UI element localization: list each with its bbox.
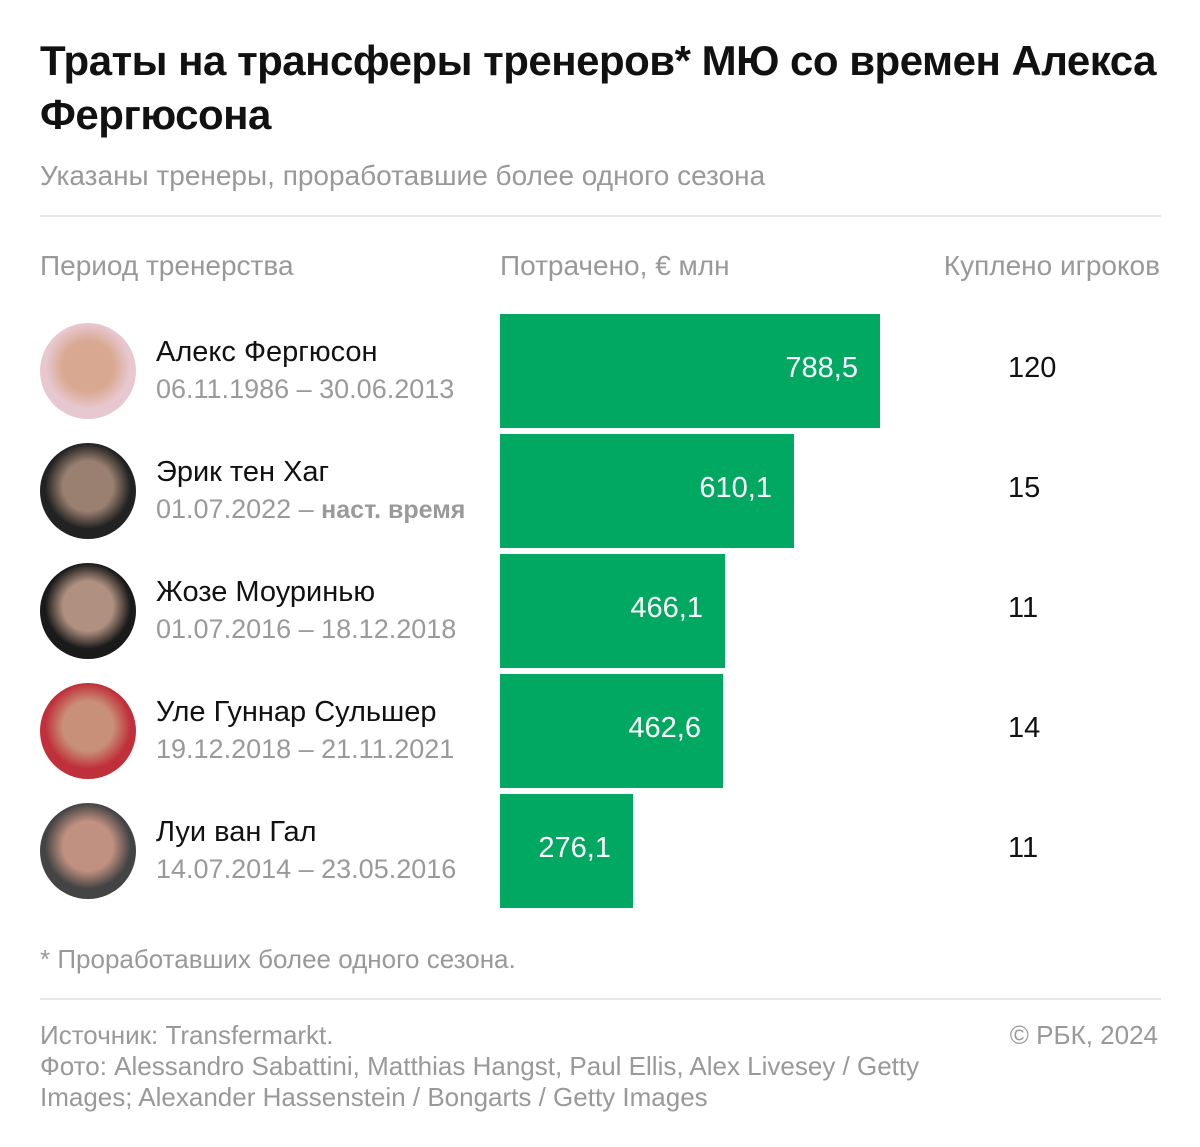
bar-value-label: 466,1 xyxy=(630,592,703,624)
bar: 610,1 xyxy=(500,434,794,548)
chart-row: Эрик тен Хаг 01.07.2022 – наст. время 61… xyxy=(0,434,1200,548)
coach-period: 14.07.2014 – 23.05.2016 xyxy=(156,854,456,885)
photo-credits: Фото: Alessandro Sabattini, Matthias Han… xyxy=(40,1051,920,1112)
bar: 788,5 xyxy=(500,314,880,428)
chart-row: Жозе Моуринью 01.07.2016 – 18.12.2018 46… xyxy=(0,554,1200,668)
period-current: наст. время xyxy=(321,496,466,524)
coach-period: 01.07.2016 – 18.12.2018 xyxy=(156,614,456,645)
players-count: 11 xyxy=(1008,592,1039,624)
column-header-players: Куплено игроков xyxy=(943,250,1160,281)
coach-name: Луи ван Гал xyxy=(156,816,317,848)
column-header-spent: Потрачено, € млн xyxy=(500,250,730,281)
coach-period: 06.11.1986 – 30.06.2013 xyxy=(156,374,454,405)
source-block: Источник: Transfermarkt. Фото: Alessandr… xyxy=(40,1020,940,1113)
chart-row: Луи ван Гал 14.07.2014 – 23.05.2016 276,… xyxy=(0,794,1200,908)
coach-photo xyxy=(40,683,136,779)
divider xyxy=(40,215,1161,217)
source: Источник: Transfermarkt. xyxy=(40,1020,334,1050)
column-header-period: Период тренерства xyxy=(40,250,294,281)
period-dates: 01.07.2022 – xyxy=(156,494,322,524)
players-count: 11 xyxy=(1008,832,1039,864)
coach-name: Уле Гуннар Сульшер xyxy=(156,696,437,728)
players-count: 14 xyxy=(1008,712,1041,744)
coach-name: Алекс Фергюсон xyxy=(156,336,378,368)
coach-photo xyxy=(40,563,136,659)
bar: 276,1 xyxy=(500,794,633,908)
chart-row: Уле Гуннар Сульшер 19.12.2018 – 21.11.20… xyxy=(0,674,1200,788)
coach-period: 01.07.2022 – наст. время xyxy=(156,494,465,525)
bar-value-label: 462,6 xyxy=(628,712,701,744)
bar-value-label: 610,1 xyxy=(699,472,772,504)
period-dates: 01.07.2016 – 18.12.2018 xyxy=(156,614,457,644)
bar-value-label: 788,5 xyxy=(785,352,858,384)
period-dates: 19.12.2018 – 21.11.2021 xyxy=(156,734,455,764)
chart-title: Траты на трансферы тренеров* МЮ со време… xyxy=(40,37,1157,138)
bar: 466,1 xyxy=(500,554,725,668)
period-dates: 06.11.1986 – 30.06.2013 xyxy=(156,374,455,404)
copyright: © РБК, 2024 xyxy=(1009,1020,1158,1050)
chart-subtitle: Указаны тренеры, проработавшие более одн… xyxy=(40,160,766,191)
coach-name: Эрик тен Хаг xyxy=(156,456,330,488)
bar-value-label: 276,1 xyxy=(538,832,611,864)
footnote: * Проработавших более одного сезона. xyxy=(40,944,516,974)
period-dates: 14.07.2014 – 23.05.2016 xyxy=(156,854,457,884)
coach-photo xyxy=(40,323,136,419)
players-count: 120 xyxy=(1008,352,1057,384)
coach-photo xyxy=(40,803,136,899)
coach-name: Жозе Моуринью xyxy=(156,576,376,608)
chart-row: Алекс Фергюсон 06.11.1986 – 30.06.2013 7… xyxy=(0,314,1200,428)
coach-photo xyxy=(40,443,136,539)
divider xyxy=(40,998,1161,1000)
players-count: 15 xyxy=(1008,472,1041,504)
coach-period: 19.12.2018 – 21.11.2021 xyxy=(156,734,454,765)
bar: 462,6 xyxy=(500,674,723,788)
